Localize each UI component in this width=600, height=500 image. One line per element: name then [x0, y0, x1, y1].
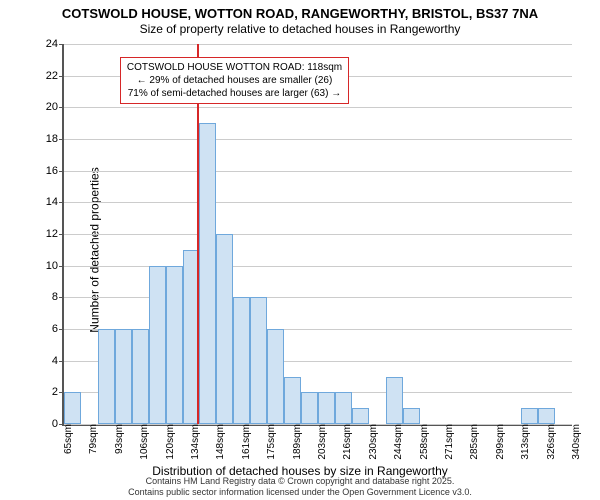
xtick-label: 79sqm	[86, 424, 99, 454]
xtick-label: 65sqm	[61, 424, 74, 454]
ytick-mark	[59, 171, 64, 172]
xtick-label: 326sqm	[544, 424, 557, 460]
ytick-mark	[59, 297, 64, 298]
gridline	[64, 234, 572, 235]
xtick-label: 120sqm	[163, 424, 176, 460]
ytick-mark	[59, 139, 64, 140]
footer-line-2: Contains public sector information licen…	[0, 487, 600, 498]
xtick-label: 258sqm	[417, 424, 430, 460]
histogram-bar	[149, 266, 166, 424]
annotation-line-3: 71% of semi-detached houses are larger (…	[127, 87, 342, 100]
gridline	[64, 139, 572, 140]
histogram-bar	[132, 329, 149, 424]
xtick-label: 299sqm	[493, 424, 506, 460]
ytick-mark	[59, 76, 64, 77]
annotation-line-1: COTSWOLD HOUSE WOTTON ROAD: 118sqm	[127, 61, 342, 74]
xtick-label: 134sqm	[188, 424, 201, 460]
histogram-bar	[166, 266, 183, 424]
ytick-mark	[59, 44, 64, 45]
xtick-label: 148sqm	[213, 424, 226, 460]
histogram-bar	[199, 123, 216, 424]
annotation-line-2: ← 29% of detached houses are smaller (26…	[127, 74, 342, 87]
histogram-bar	[98, 329, 115, 424]
histogram-bar	[267, 329, 284, 424]
histogram-bar	[64, 392, 81, 424]
histogram-bar	[521, 408, 538, 424]
ytick-mark	[59, 202, 64, 203]
xtick-label: 216sqm	[340, 424, 353, 460]
chart-footer: Contains HM Land Registry data © Crown c…	[0, 476, 600, 498]
histogram-bar	[115, 329, 132, 424]
ytick-mark	[59, 266, 64, 267]
xtick-label: 244sqm	[391, 424, 404, 460]
xtick-label: 175sqm	[264, 424, 277, 460]
histogram-bar	[216, 234, 233, 424]
histogram-bar	[233, 297, 250, 424]
footer-line-1: Contains HM Land Registry data © Crown c…	[0, 476, 600, 487]
xtick-label: 106sqm	[137, 424, 150, 460]
gridline	[64, 171, 572, 172]
xtick-label: 93sqm	[112, 424, 125, 454]
chart-area: 02468101214161820222465sqm79sqm93sqm106s…	[62, 44, 572, 426]
xtick-label: 340sqm	[569, 424, 582, 460]
ytick-mark	[59, 329, 64, 330]
gridline	[64, 44, 572, 45]
ytick-mark	[59, 234, 64, 235]
annotation-box: COTSWOLD HOUSE WOTTON ROAD: 118sqm← 29% …	[120, 57, 349, 104]
histogram-bar	[301, 392, 318, 424]
xtick-label: 271sqm	[442, 424, 455, 460]
histogram-bar	[538, 408, 555, 424]
histogram-bar	[335, 392, 352, 424]
xtick-label: 313sqm	[518, 424, 531, 460]
xtick-label: 285sqm	[467, 424, 480, 460]
histogram-bar	[284, 377, 301, 425]
xtick-label: 203sqm	[315, 424, 328, 460]
xtick-label: 189sqm	[290, 424, 303, 460]
ytick-mark	[59, 107, 64, 108]
histogram-bar	[352, 408, 369, 424]
histogram-bar	[386, 377, 403, 425]
gridline	[64, 107, 572, 108]
gridline	[64, 266, 572, 267]
gridline	[64, 202, 572, 203]
histogram-bar	[318, 392, 335, 424]
histogram-bar	[403, 408, 420, 424]
xtick-label: 230sqm	[366, 424, 379, 460]
ytick-mark	[59, 361, 64, 362]
gridline	[64, 297, 572, 298]
histogram-bar	[250, 297, 267, 424]
chart-title: COTSWOLD HOUSE, WOTTON ROAD, RANGEWORTHY…	[0, 0, 600, 21]
xtick-label: 161sqm	[239, 424, 252, 460]
chart-subtitle: Size of property relative to detached ho…	[0, 22, 600, 36]
plot-region: 02468101214161820222465sqm79sqm93sqm106s…	[62, 44, 572, 426]
chart-container: COTSWOLD HOUSE, WOTTON ROAD, RANGEWORTHY…	[0, 0, 600, 500]
